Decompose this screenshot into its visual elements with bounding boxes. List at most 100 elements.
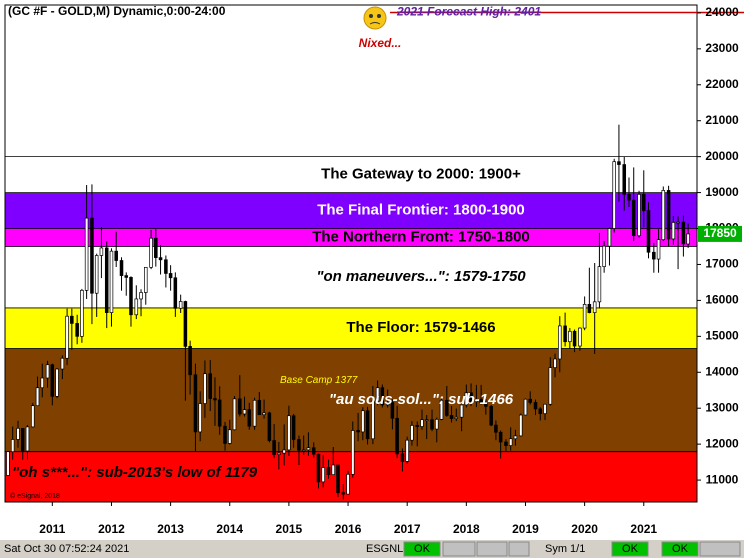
base-camp-label: Base Camp 1377 <box>280 375 358 386</box>
status-box <box>476 541 508 557</box>
candle-body <box>306 447 311 451</box>
band-label: The Floor: 1579-1466 <box>346 319 495 336</box>
status-ok: OK <box>672 543 689 555</box>
candle-body <box>277 452 281 455</box>
candle-body <box>168 273 173 279</box>
y-tick-label: 16000 <box>705 293 739 307</box>
candle-body <box>400 453 405 462</box>
candle-body <box>124 275 129 278</box>
candle-body <box>336 464 340 494</box>
candle-body <box>405 439 409 462</box>
candle-body <box>568 330 572 343</box>
candle-body <box>489 406 493 426</box>
candle-body <box>504 441 508 446</box>
band <box>5 246 697 308</box>
copyright: © eSignal, 2018 <box>10 492 60 500</box>
candle-body <box>375 387 380 402</box>
candle-body <box>518 414 523 437</box>
candle-body <box>301 449 306 452</box>
candle-body <box>188 346 192 376</box>
candle-body <box>20 427 25 452</box>
candle-body <box>55 368 59 397</box>
candle-body <box>445 399 449 416</box>
candle-body <box>631 199 636 237</box>
candle-body <box>291 415 296 440</box>
candle-body <box>198 403 202 433</box>
x-tick-label: 2014 <box>216 522 243 536</box>
candle-body <box>252 399 257 427</box>
y-tick-label: 12000 <box>705 436 739 450</box>
candle-body <box>365 410 370 440</box>
candle-body <box>31 405 35 428</box>
band-label: The Final Frontier: 1800-1900 <box>317 202 525 219</box>
candle-body <box>528 398 532 403</box>
band <box>5 156 697 193</box>
status-ok-box <box>403 541 441 557</box>
candle-body <box>627 194 631 201</box>
band <box>5 451 697 502</box>
last-price-label: 17850 <box>703 226 737 240</box>
band-label: The Gateway to 2000: 1900+ <box>321 166 521 183</box>
candle-body <box>424 419 429 422</box>
candle-body <box>217 399 222 427</box>
candle-body <box>592 301 597 313</box>
candle-body <box>6 451 10 476</box>
status-ok-box <box>661 541 699 557</box>
candle-body <box>449 415 454 419</box>
candle-body <box>661 190 666 241</box>
status-box <box>508 541 530 557</box>
band-label: "oh s***...": sub-2013's low of 1179 <box>12 464 258 481</box>
candle-body <box>173 277 178 309</box>
candle-body <box>434 418 439 430</box>
candle-body <box>415 425 420 427</box>
candle-body <box>227 429 232 444</box>
y-tick-label: 21000 <box>705 113 739 127</box>
candle-body <box>666 190 671 240</box>
candle-body <box>464 392 469 406</box>
candle-body <box>158 257 163 261</box>
candle-body <box>513 435 518 440</box>
candle-body <box>572 330 577 347</box>
y-tick-label: 19000 <box>705 185 739 199</box>
candle-body <box>612 161 616 229</box>
candle-body <box>469 392 473 403</box>
candle-body <box>119 260 124 276</box>
status-ok-box <box>611 541 649 557</box>
y-tick-label: 13000 <box>705 400 739 414</box>
candle-body <box>341 492 346 495</box>
candle-body <box>602 245 606 267</box>
candle-body <box>346 473 350 495</box>
candle-body <box>508 438 513 446</box>
candle-body <box>637 194 641 237</box>
candle-body <box>208 373 213 399</box>
candle-body <box>45 364 50 379</box>
candle-body <box>494 424 498 433</box>
candle-body <box>533 402 538 410</box>
candle-body <box>686 233 690 245</box>
status-ok: OK <box>414 543 431 555</box>
y-tick-label: 14000 <box>705 364 739 378</box>
y-tick-label: 11000 <box>706 472 739 486</box>
candle-body <box>498 431 503 443</box>
candle-body <box>587 303 592 313</box>
candle-body <box>183 301 188 347</box>
status-symbols: Sym 1/1 <box>545 543 585 555</box>
candle-body <box>257 399 262 416</box>
candle-body <box>238 398 242 415</box>
candle-body <box>607 228 612 247</box>
candle-body <box>35 387 40 407</box>
candle-body <box>149 237 153 268</box>
forecast-label: 2021 Forecast High: 2401 <box>396 5 541 19</box>
y-tick-label: 20000 <box>705 149 739 163</box>
candle-body <box>622 164 627 195</box>
candle-body <box>223 425 227 444</box>
band-label: "au sous-sol...": sub-1466 <box>329 391 514 408</box>
candle-body <box>16 427 20 440</box>
candle-body <box>40 377 45 389</box>
candle-body <box>139 292 143 300</box>
status-ok: OK <box>622 543 639 555</box>
plot-area <box>5 124 697 502</box>
candle-body <box>297 439 301 451</box>
candle-body <box>25 426 30 452</box>
candle-body <box>94 255 99 294</box>
